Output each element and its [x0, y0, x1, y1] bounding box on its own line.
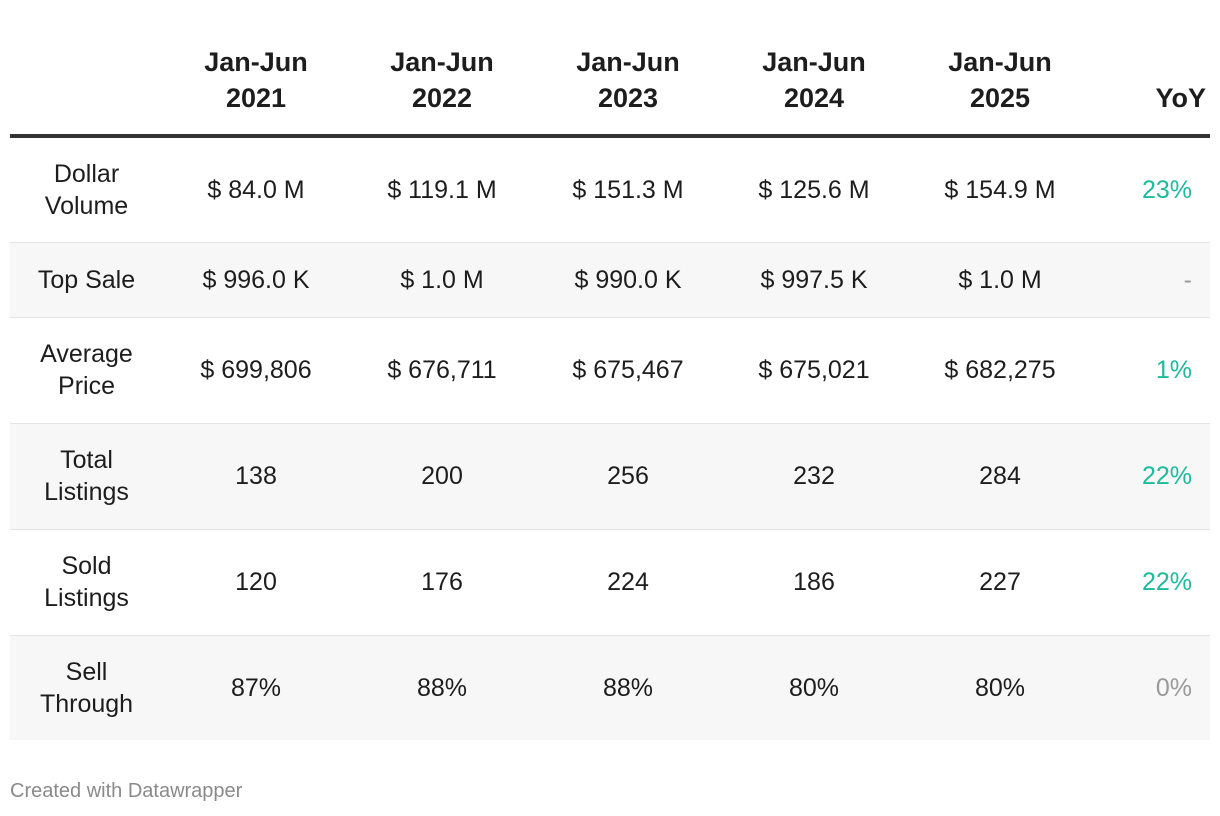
table-row-sell-through: Sell Through 87% 88% 88% 80% 80% 0% — [10, 635, 1210, 740]
table-cell: 200 — [349, 423, 535, 530]
column-header-period: Jan-Jun — [390, 47, 494, 77]
yoy-cell: 22% — [1093, 529, 1210, 636]
column-header-2024: Jan-Jun 2024 — [721, 44, 907, 138]
table-cell: 87% — [163, 635, 349, 740]
table-cell: $ 682,275 — [907, 317, 1093, 424]
yoy-cell: 0% — [1093, 635, 1210, 740]
table-cell: $ 675,021 — [721, 317, 907, 424]
row-label: Total Listings — [10, 423, 163, 530]
row-label: Average Price — [10, 317, 163, 424]
table-cell: 224 — [535, 529, 721, 636]
column-header-year: 2021 — [225, 83, 287, 113]
table-row-average-price: Average Price $ 699,806 $ 676,711 $ 675,… — [10, 317, 1210, 424]
table-cell: $ 997.5 K — [721, 242, 907, 318]
yoy-cell: 22% — [1093, 423, 1210, 530]
table-cell: 176 — [349, 529, 535, 636]
table-cell: 88% — [535, 635, 721, 740]
table-cell: $ 1.0 M — [907, 242, 1093, 318]
table-cell: 120 — [163, 529, 349, 636]
data-table: Jan-Jun 2021 Jan-Jun 2022 Jan-Jun 2023 J… — [10, 44, 1210, 740]
table-row-dollar-volume: Dollar Volume $ 84.0 M $ 119.1 M $ 151.3… — [10, 136, 1210, 243]
table-cell: 227 — [907, 529, 1093, 636]
table-cell: $ 84.0 M — [163, 136, 349, 243]
datawrapper-credit[interactable]: Created with Datawrapper — [10, 780, 243, 802]
header-label-cell — [10, 44, 163, 138]
column-header-period: Jan-Jun — [204, 47, 308, 77]
column-header-period: Jan-Jun — [762, 47, 866, 77]
table-row-sold-listings: Sold Listings 120 176 224 186 227 22% — [10, 529, 1210, 636]
data-table-container: Jan-Jun 2021 Jan-Jun 2022 Jan-Jun 2023 J… — [10, 44, 1210, 740]
yoy-cell: - — [1093, 242, 1210, 318]
table-cell: $ 990.0 K — [535, 242, 721, 318]
table-cell: $ 151.3 M — [535, 136, 721, 243]
table-row-top-sale: Top Sale $ 996.0 K $ 1.0 M $ 990.0 K $ 9… — [10, 242, 1210, 318]
table-cell: 138 — [163, 423, 349, 530]
column-header-year: 2025 — [969, 83, 1031, 113]
column-header-2023: Jan-Jun 2023 — [535, 44, 721, 138]
table-cell: $ 1.0 M — [349, 242, 535, 318]
table-cell: $ 675,467 — [535, 317, 721, 424]
row-label: Dollar Volume — [10, 136, 163, 243]
table-cell: 232 — [721, 423, 907, 530]
column-header-period: Jan-Jun — [948, 47, 1052, 77]
table-cell: $ 676,711 — [349, 317, 535, 424]
yoy-cell: 1% — [1093, 317, 1210, 424]
column-header-2025: Jan-Jun 2025 — [907, 44, 1093, 138]
column-header-period: Jan-Jun — [576, 47, 680, 77]
table-cell: 80% — [907, 635, 1093, 740]
column-header-2022: Jan-Jun 2022 — [349, 44, 535, 138]
table-cell: $ 154.9 M — [907, 136, 1093, 243]
row-label: Sold Listings — [10, 529, 163, 636]
column-header-year: 2023 — [597, 83, 659, 113]
column-header-year: 2024 — [783, 83, 845, 113]
column-header-yoy: YoY — [1093, 44, 1210, 138]
row-label: Sell Through — [10, 635, 163, 740]
column-header-year: 2022 — [411, 83, 473, 113]
table-cell: $ 125.6 M — [721, 136, 907, 243]
table-cell: 186 — [721, 529, 907, 636]
table-cell: 284 — [907, 423, 1093, 530]
table-cell: $ 699,806 — [163, 317, 349, 424]
table-cell: 80% — [721, 635, 907, 740]
header-row: Jan-Jun 2021 Jan-Jun 2022 Jan-Jun 2023 J… — [10, 44, 1210, 138]
column-header-2021: Jan-Jun 2021 — [163, 44, 349, 138]
table-cell: 256 — [535, 423, 721, 530]
table-cell: $ 119.1 M — [349, 136, 535, 243]
row-label: Top Sale — [10, 242, 163, 318]
table-cell: 88% — [349, 635, 535, 740]
yoy-cell: 23% — [1093, 136, 1210, 243]
table-cell: $ 996.0 K — [163, 242, 349, 318]
table-row-total-listings: Total Listings 138 200 256 232 284 22% — [10, 423, 1210, 530]
